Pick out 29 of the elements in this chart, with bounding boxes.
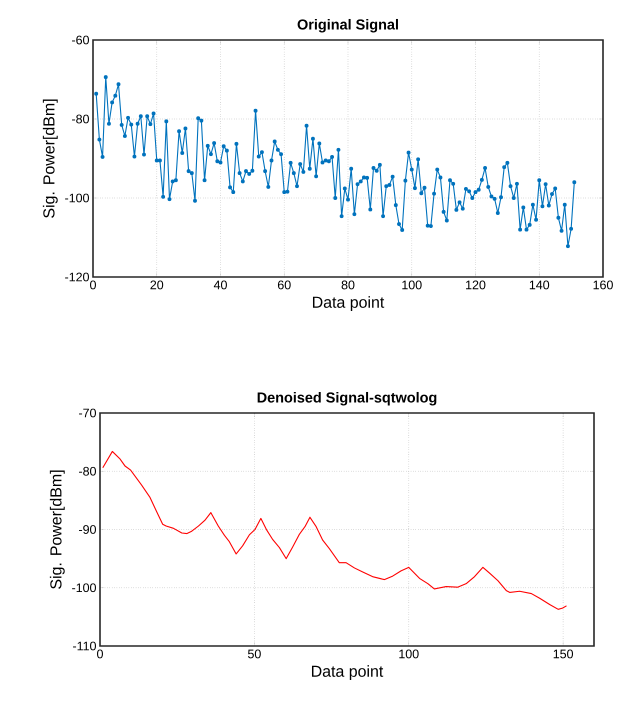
line-series bbox=[102, 450, 568, 610]
chart-title: Denoised Signal-sqtwolog bbox=[258, 392, 436, 406]
y-tick-label: -80 bbox=[79, 466, 96, 476]
x-tick-label: 120 bbox=[466, 280, 486, 290]
y-axis-title: Sig. Power[dBm] bbox=[42, 100, 58, 218]
y-axis-title: Sig. Power[dBm] bbox=[50, 470, 65, 589]
x-tick-label: 100 bbox=[399, 650, 419, 658]
y-tick-label: -80 bbox=[72, 114, 89, 124]
x-tick-label: 20 bbox=[150, 280, 164, 290]
x-tick-label: 0 bbox=[97, 650, 103, 658]
y-tick-label: -110 bbox=[73, 642, 96, 650]
y-tick-label: -100 bbox=[72, 583, 96, 592]
x-tick-label: 160 bbox=[594, 280, 613, 290]
x-axis-title: Data point bbox=[312, 296, 384, 312]
x-tick-label: 150 bbox=[554, 650, 574, 658]
x-tick-label: 80 bbox=[342, 280, 354, 290]
x-tick-label: 50 bbox=[248, 650, 261, 658]
y-tick-label: -120 bbox=[65, 272, 89, 282]
x-tick-label: 140 bbox=[530, 280, 550, 290]
x-tick-label: 40 bbox=[214, 280, 227, 290]
x-axis-title: Data point bbox=[312, 665, 384, 680]
y-tick-label: -70 bbox=[79, 408, 96, 418]
y-tick-label: -100 bbox=[65, 194, 89, 202]
y-tick-label: -60 bbox=[72, 36, 89, 44]
y-tick-label: -90 bbox=[79, 525, 96, 534]
x-tick-label: 100 bbox=[402, 280, 422, 290]
chart-title: Original Signal bbox=[298, 18, 398, 32]
x-tick-label: 60 bbox=[278, 280, 291, 290]
x-tick-label: 0 bbox=[90, 280, 96, 290]
